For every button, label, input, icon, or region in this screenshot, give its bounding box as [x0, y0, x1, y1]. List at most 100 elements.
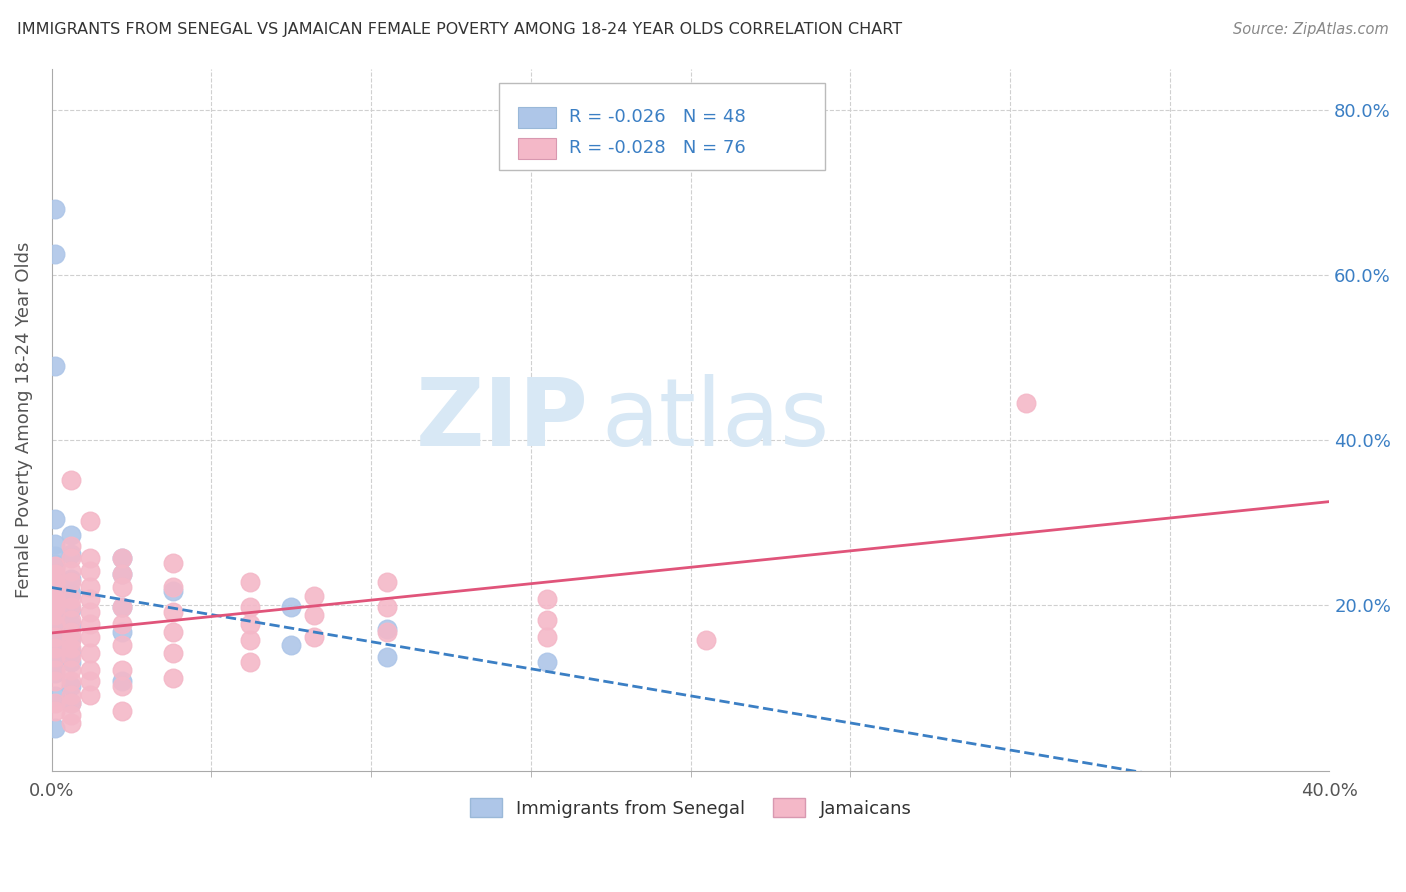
Point: [111, 567, 134, 582]
Point: [695, 633, 717, 648]
Point: [44, 666, 66, 681]
Point: [44, 721, 66, 735]
Point: [59, 613, 82, 627]
Point: [59, 680, 82, 694]
Point: [239, 575, 262, 590]
Point: [59, 632, 82, 646]
Point: [79, 674, 101, 689]
Point: [162, 580, 184, 594]
Point: [59, 696, 82, 710]
Point: [111, 567, 134, 582]
Point: [79, 591, 101, 606]
Point: [59, 539, 82, 553]
FancyBboxPatch shape: [499, 83, 825, 170]
Point: [375, 575, 398, 590]
Point: [79, 630, 101, 644]
Point: [44, 599, 66, 613]
Point: [44, 567, 66, 582]
Point: [59, 715, 82, 730]
FancyBboxPatch shape: [517, 107, 557, 128]
Point: [59, 586, 82, 600]
Point: [162, 624, 184, 639]
Point: [59, 602, 82, 616]
Text: Source: ZipAtlas.com: Source: ZipAtlas.com: [1233, 22, 1389, 37]
Point: [302, 608, 325, 623]
Point: [44, 561, 66, 575]
Point: [59, 473, 82, 487]
Point: [375, 649, 398, 664]
Text: ZIP: ZIP: [415, 374, 588, 466]
Point: [239, 633, 262, 648]
Point: [111, 663, 134, 677]
Point: [44, 696, 66, 710]
Point: [59, 616, 82, 631]
Point: [79, 605, 101, 619]
Text: atlas: atlas: [602, 374, 830, 466]
Point: [375, 622, 398, 636]
Point: [44, 536, 66, 550]
Point: [44, 608, 66, 623]
Point: [111, 550, 134, 565]
Point: [536, 613, 558, 627]
Text: IMMIGRANTS FROM SENEGAL VS JAMAICAN FEMALE POVERTY AMONG 18-24 YEAR OLDS CORRELA: IMMIGRANTS FROM SENEGAL VS JAMAICAN FEMA…: [17, 22, 903, 37]
Text: R = -0.026   N = 48: R = -0.026 N = 48: [569, 108, 747, 126]
Point: [59, 600, 82, 615]
Legend: Immigrants from Senegal, Jamaicans: Immigrants from Senegal, Jamaicans: [463, 791, 918, 825]
Point: [59, 633, 82, 648]
Point: [59, 644, 82, 658]
Point: [79, 564, 101, 578]
Point: [79, 646, 101, 660]
Point: [59, 572, 82, 586]
Point: [44, 627, 66, 641]
Point: [111, 680, 134, 694]
Point: [44, 600, 66, 615]
Point: [59, 575, 82, 590]
Point: [111, 674, 134, 689]
Point: [44, 202, 66, 216]
Point: [79, 550, 101, 565]
Point: [44, 589, 66, 603]
Point: [280, 600, 302, 615]
Point: [111, 704, 134, 718]
Point: [44, 583, 66, 598]
Point: [79, 580, 101, 594]
Point: [44, 594, 66, 608]
Point: [44, 549, 66, 563]
Point: [79, 688, 101, 702]
Point: [375, 624, 398, 639]
Point: [111, 616, 134, 631]
Point: [79, 514, 101, 528]
Point: [44, 558, 66, 573]
Point: [59, 528, 82, 542]
Point: [44, 613, 66, 627]
Point: [44, 704, 66, 718]
Point: [162, 646, 184, 660]
Point: [44, 359, 66, 373]
Point: [44, 604, 66, 618]
Point: [536, 591, 558, 606]
Point: [44, 630, 66, 644]
Point: [239, 655, 262, 669]
Point: [59, 591, 82, 606]
Point: [162, 583, 184, 598]
Point: [59, 688, 82, 702]
Point: [44, 247, 66, 261]
Point: [59, 674, 82, 689]
Point: [44, 674, 66, 689]
Point: [111, 550, 134, 565]
Point: [111, 624, 134, 639]
Point: [79, 616, 101, 631]
Point: [111, 600, 134, 615]
Point: [44, 657, 66, 672]
Point: [111, 638, 134, 652]
Point: [239, 616, 262, 631]
Point: [44, 557, 66, 571]
Point: [44, 591, 66, 606]
Point: [111, 580, 134, 594]
Point: [44, 690, 66, 704]
Point: [59, 641, 82, 656]
Point: [44, 616, 66, 631]
Point: [302, 589, 325, 603]
Point: [44, 633, 66, 648]
Point: [79, 663, 101, 677]
